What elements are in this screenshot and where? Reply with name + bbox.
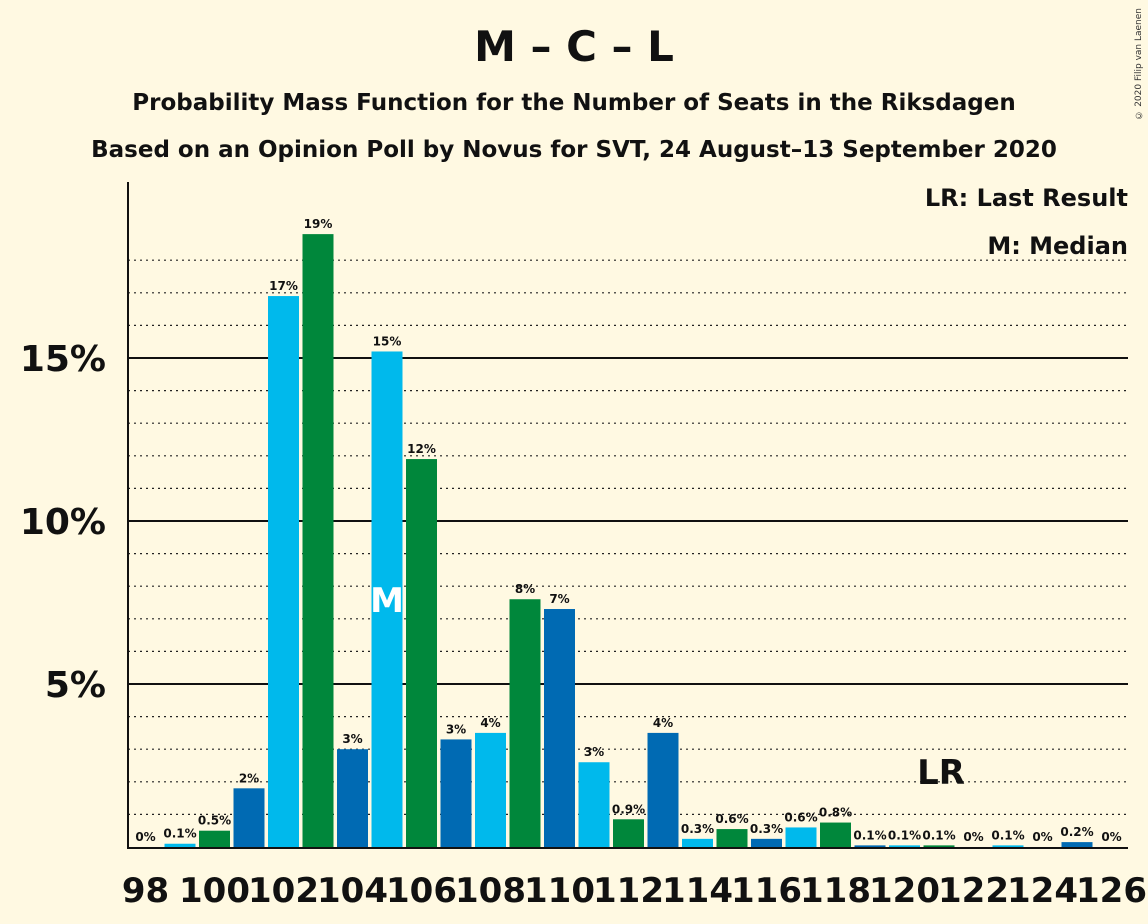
legend-median: M: Median bbox=[987, 232, 1128, 260]
bar-value-label: 0% bbox=[1101, 830, 1121, 844]
bar-value-label: 0.6% bbox=[715, 812, 748, 826]
x-tick-label: 104 bbox=[317, 871, 388, 911]
bar-seat-99 bbox=[164, 843, 196, 847]
last-result-marker: LR bbox=[917, 753, 965, 793]
legend-last-result: LR: Last Result bbox=[924, 184, 1128, 212]
bar-value-label: 2% bbox=[239, 771, 259, 785]
bar-seat-108 bbox=[475, 732, 506, 847]
bar-value-label: 15% bbox=[373, 334, 402, 348]
x-tick-label: 98 bbox=[122, 871, 169, 911]
x-tick-label: 122 bbox=[938, 871, 1009, 911]
bar-value-label: 0% bbox=[135, 830, 155, 844]
bar-value-label: 0.1% bbox=[163, 827, 196, 841]
x-tick-label: 116 bbox=[731, 871, 802, 911]
bar-value-label: 17% bbox=[269, 279, 298, 293]
x-tick-label: 120 bbox=[869, 871, 940, 911]
x-tick-label: 124 bbox=[1007, 871, 1078, 911]
y-tick-label: 10% bbox=[20, 502, 106, 543]
bar-seat-105 bbox=[371, 351, 403, 847]
x-tick-label: 106 bbox=[386, 871, 457, 911]
bar-value-label: 0% bbox=[1032, 830, 1052, 844]
bar-seat-123 bbox=[992, 845, 1024, 847]
bar-value-label: 12% bbox=[407, 442, 436, 456]
bar-value-label: 0.3% bbox=[681, 822, 714, 836]
bar-value-label: 3% bbox=[584, 745, 604, 759]
bar-seat-103 bbox=[302, 234, 334, 847]
bar-seat-109 bbox=[509, 599, 541, 847]
bar-seat-113 bbox=[647, 732, 679, 847]
bar-value-label: 3% bbox=[446, 722, 466, 736]
bar-seat-101 bbox=[233, 788, 265, 847]
bar-value-label: 0.8% bbox=[819, 806, 852, 820]
chart-subtitle: Probability Mass Function for the Number… bbox=[132, 90, 1016, 116]
bar-value-label: 3% bbox=[342, 732, 362, 746]
chart-subtitle-source: Based on an Opinion Poll by Novus for SV… bbox=[91, 137, 1057, 163]
bar-seat-110 bbox=[544, 609, 575, 847]
x-tick-label: 114 bbox=[662, 871, 733, 911]
bar-seat-119 bbox=[854, 845, 886, 847]
x-tick-label: 126 bbox=[1076, 871, 1147, 911]
bar-seat-125 bbox=[1061, 842, 1093, 847]
bar-value-label: 0% bbox=[963, 830, 983, 844]
chart-title: M – C – L bbox=[474, 22, 674, 71]
bar-seat-118 bbox=[820, 822, 851, 847]
bar-value-label: 8% bbox=[515, 582, 535, 596]
x-tick-label: 102 bbox=[248, 871, 319, 911]
bar-seat-104 bbox=[337, 749, 368, 847]
bar-value-label: 7% bbox=[549, 592, 569, 606]
bar-value-label: 0.9% bbox=[612, 802, 645, 816]
bar-value-label: 0.1% bbox=[853, 828, 886, 842]
bar-seat-121 bbox=[923, 845, 955, 847]
bar-seat-116 bbox=[751, 838, 782, 847]
median-marker: M bbox=[370, 581, 404, 621]
bar-seat-115 bbox=[716, 829, 748, 847]
bar-value-label: 0.6% bbox=[784, 810, 817, 824]
bar-seat-117 bbox=[785, 827, 817, 847]
bar-seat-112 bbox=[613, 819, 644, 847]
bar-seat-120 bbox=[889, 845, 920, 847]
bar-seat-106 bbox=[406, 459, 437, 847]
bar-seat-107 bbox=[440, 739, 472, 847]
bar-value-label: 0.1% bbox=[888, 828, 921, 842]
x-tick-label: 110 bbox=[524, 871, 595, 911]
bar-value-label: 0.2% bbox=[1060, 825, 1093, 839]
x-tick-label: 108 bbox=[455, 871, 526, 911]
bar-seat-100 bbox=[199, 830, 230, 847]
y-tick-label: 15% bbox=[20, 339, 106, 380]
bar-seat-111 bbox=[578, 762, 610, 847]
bar-value-label: 4% bbox=[480, 716, 500, 730]
bar-value-label: 0.5% bbox=[198, 814, 231, 828]
bar-seat-102 bbox=[268, 296, 299, 847]
y-tick-label: 5% bbox=[45, 665, 106, 706]
bar-value-label: 0.3% bbox=[750, 822, 783, 836]
bar-value-label: 0.1% bbox=[922, 828, 955, 842]
x-tick-label: 118 bbox=[800, 871, 871, 911]
x-tick-label: 100 bbox=[179, 871, 250, 911]
bar-value-label: 19% bbox=[304, 217, 333, 231]
x-tick-label: 112 bbox=[593, 871, 664, 911]
bar-seat-114 bbox=[682, 838, 713, 847]
bar-value-label: 4% bbox=[653, 716, 673, 730]
bar-value-label: 0.1% bbox=[991, 828, 1024, 842]
